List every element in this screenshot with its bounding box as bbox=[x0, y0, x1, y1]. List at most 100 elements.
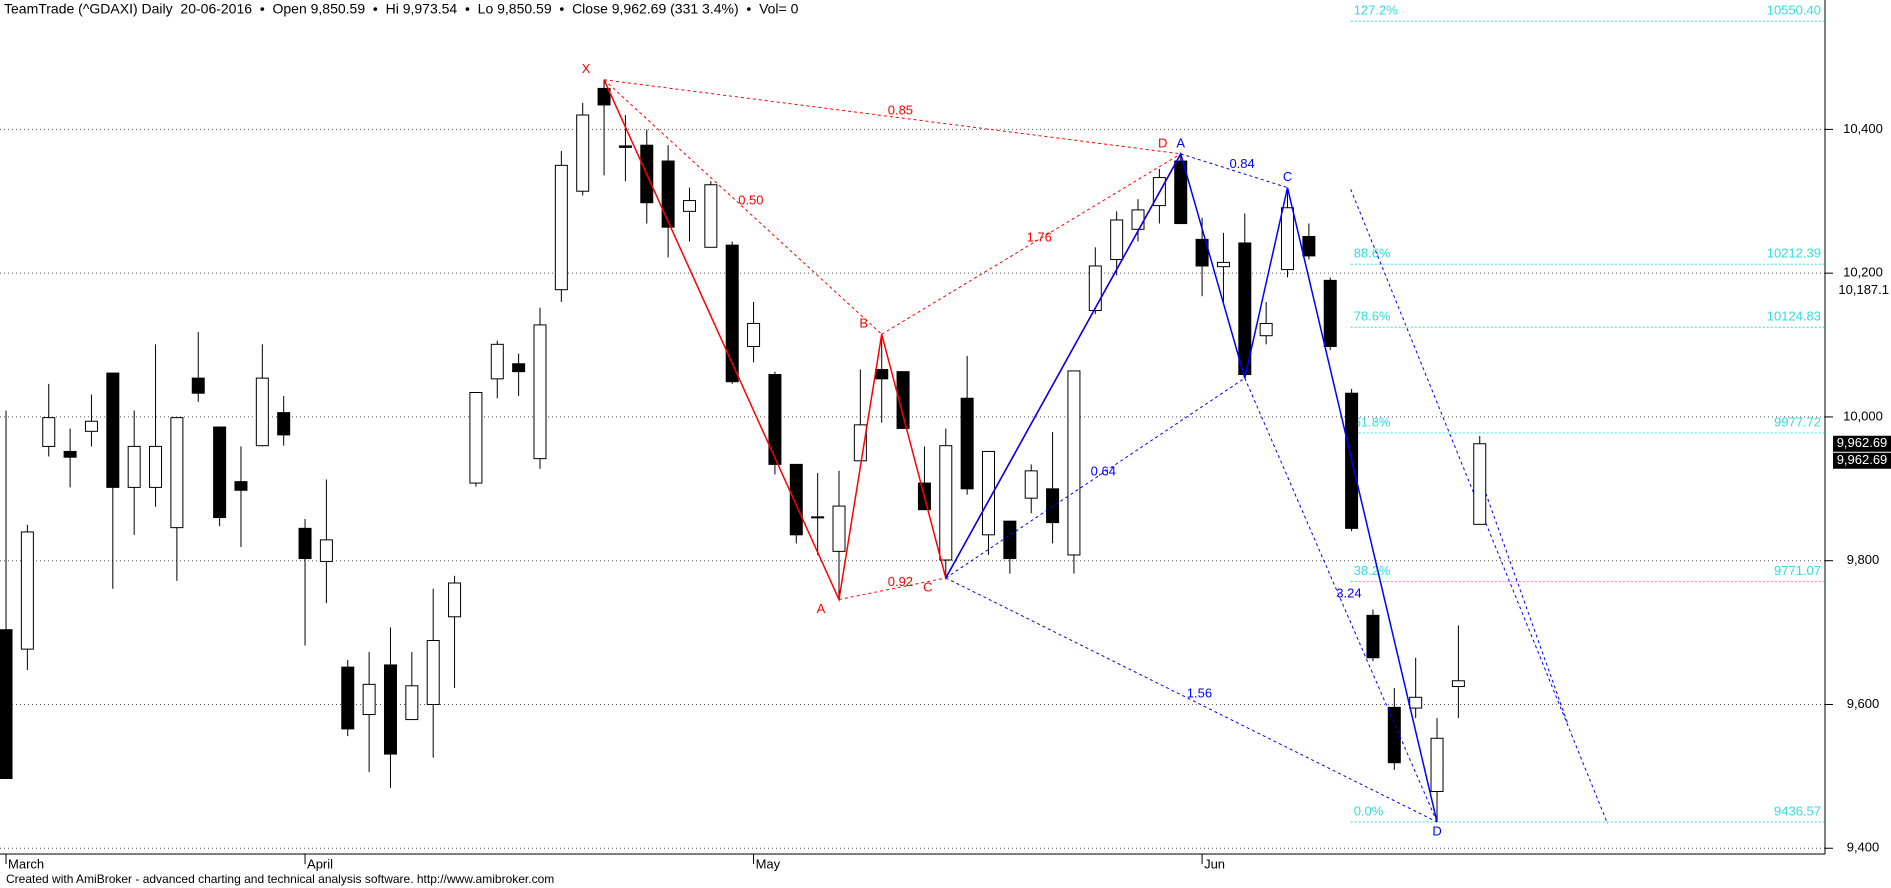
x-tick-label: April bbox=[307, 856, 333, 871]
fib-label: 127.2% bbox=[1354, 3, 1399, 18]
price-box bbox=[1833, 435, 1891, 452]
y-tick-label: 10,200 bbox=[1843, 265, 1883, 280]
y-tick-label: 9,400 bbox=[1847, 840, 1880, 855]
candle-body bbox=[20, 531, 34, 650]
fib-label: 0.0% bbox=[1354, 803, 1384, 818]
candle-body bbox=[747, 322, 761, 347]
candle-body bbox=[84, 420, 98, 432]
candle-body bbox=[1110, 219, 1124, 261]
candle-body bbox=[618, 145, 632, 148]
candle-body bbox=[405, 685, 419, 721]
pattern-point-label: C bbox=[923, 579, 932, 594]
pattern-line bbox=[603, 79, 1182, 603]
candle-body bbox=[896, 371, 910, 429]
pattern-ratio-label: 1.56 bbox=[1187, 685, 1212, 700]
candle-body bbox=[383, 664, 397, 755]
pattern-ratio-label: 3.24 bbox=[1336, 585, 1361, 600]
y-tick-label: 9,800 bbox=[1847, 552, 1880, 567]
chart-header: TeamTrade (^GDAXI) Daily 20-06-2016 • Op… bbox=[4, 1, 799, 17]
candle-body bbox=[149, 445, 163, 488]
candle-body bbox=[1046, 488, 1060, 524]
candle-body bbox=[1067, 370, 1081, 556]
x-tick-label: March bbox=[8, 856, 44, 871]
candle-body bbox=[1430, 737, 1444, 792]
pattern-ratio-line bbox=[838, 577, 946, 601]
pattern-ratio-line bbox=[603, 79, 883, 335]
candle-body bbox=[661, 160, 675, 228]
candle-body bbox=[554, 164, 568, 291]
candle-body bbox=[191, 377, 205, 394]
pattern-ratio-label: 0.84 bbox=[1229, 156, 1254, 171]
candle-body bbox=[362, 683, 376, 716]
candle-body bbox=[170, 417, 184, 529]
pattern-point-label: D bbox=[1432, 823, 1441, 838]
channel-line bbox=[1479, 476, 1569, 724]
x-tick-label: May bbox=[756, 856, 781, 871]
fib-label: 88.6% bbox=[1354, 246, 1391, 261]
candle-body bbox=[982, 450, 996, 536]
pattern-ratio-label: 0.50 bbox=[738, 192, 763, 207]
candle-body bbox=[426, 640, 440, 705]
candle-body bbox=[1216, 261, 1230, 268]
candle-body bbox=[341, 666, 355, 730]
fib-value-label: 10550.40 bbox=[1767, 3, 1821, 18]
pattern-point-label: A bbox=[817, 601, 826, 616]
candle-body bbox=[512, 363, 526, 373]
candle-body bbox=[704, 184, 718, 248]
pattern-point-label: C bbox=[1283, 169, 1292, 184]
candle-body bbox=[939, 445, 953, 561]
pattern-ratio-line bbox=[945, 577, 1438, 823]
footer: Created with AmiBroker - advanced charti… bbox=[6, 872, 554, 886]
y-tick-label: 10,000 bbox=[1843, 408, 1883, 423]
candle-body bbox=[255, 377, 269, 447]
price-box-label: 9,962.69 bbox=[1837, 452, 1888, 467]
candle-body bbox=[875, 368, 889, 380]
candle-body bbox=[1088, 265, 1102, 312]
candle-body bbox=[576, 114, 590, 192]
candle-body bbox=[277, 412, 291, 436]
fib-value-label: 9771.07 bbox=[1774, 563, 1821, 578]
candle-body bbox=[106, 372, 120, 488]
x-tick-label: Jun bbox=[1204, 856, 1225, 871]
candle-body bbox=[1281, 207, 1295, 271]
candle-body bbox=[490, 343, 504, 380]
pattern-point-label: A bbox=[1176, 135, 1185, 150]
pattern-point-label: B bbox=[859, 316, 868, 331]
candle-body bbox=[725, 244, 739, 383]
candle-body bbox=[533, 324, 547, 460]
y-tick-label: 9,600 bbox=[1847, 696, 1880, 711]
price-box bbox=[1833, 452, 1891, 469]
candle-body bbox=[832, 505, 846, 552]
candle-body bbox=[1451, 680, 1465, 688]
price-box-label: 9,962.69 bbox=[1837, 435, 1888, 450]
candle-body bbox=[1174, 160, 1188, 225]
candle-body bbox=[1259, 322, 1273, 337]
candle-body bbox=[213, 426, 227, 519]
candle-body bbox=[1473, 443, 1487, 525]
candle-body bbox=[1195, 238, 1209, 267]
pattern-ratio-line bbox=[881, 153, 1181, 335]
price-label: 10,187.1 bbox=[1838, 282, 1889, 297]
pattern-ratio-line bbox=[1244, 377, 1438, 823]
pattern-point-label: X bbox=[582, 61, 591, 76]
fib-value-label: 10124.83 bbox=[1767, 309, 1821, 324]
pattern-ratio-label: 1.76 bbox=[1027, 229, 1052, 244]
fib-label: 38.2% bbox=[1354, 563, 1391, 578]
candle-body bbox=[682, 200, 696, 212]
candle-body bbox=[1024, 470, 1038, 499]
pattern-ratio-label: 0.92 bbox=[888, 574, 913, 589]
candle-body bbox=[1409, 696, 1423, 709]
candle-body bbox=[1003, 520, 1017, 560]
pattern-ratio-label: 0.85 bbox=[888, 102, 913, 117]
fib-label: 61.8% bbox=[1354, 414, 1391, 429]
fib-label: 78.6% bbox=[1354, 309, 1391, 324]
pattern-ratio-label: 0.64 bbox=[1091, 463, 1116, 478]
candle-body bbox=[597, 87, 611, 106]
pattern-ratio-line bbox=[1180, 153, 1288, 189]
candle-body bbox=[1387, 706, 1401, 764]
candle-body bbox=[768, 374, 782, 465]
candle-body bbox=[234, 481, 248, 491]
fib-value-label: 9436.57 bbox=[1774, 803, 1821, 818]
